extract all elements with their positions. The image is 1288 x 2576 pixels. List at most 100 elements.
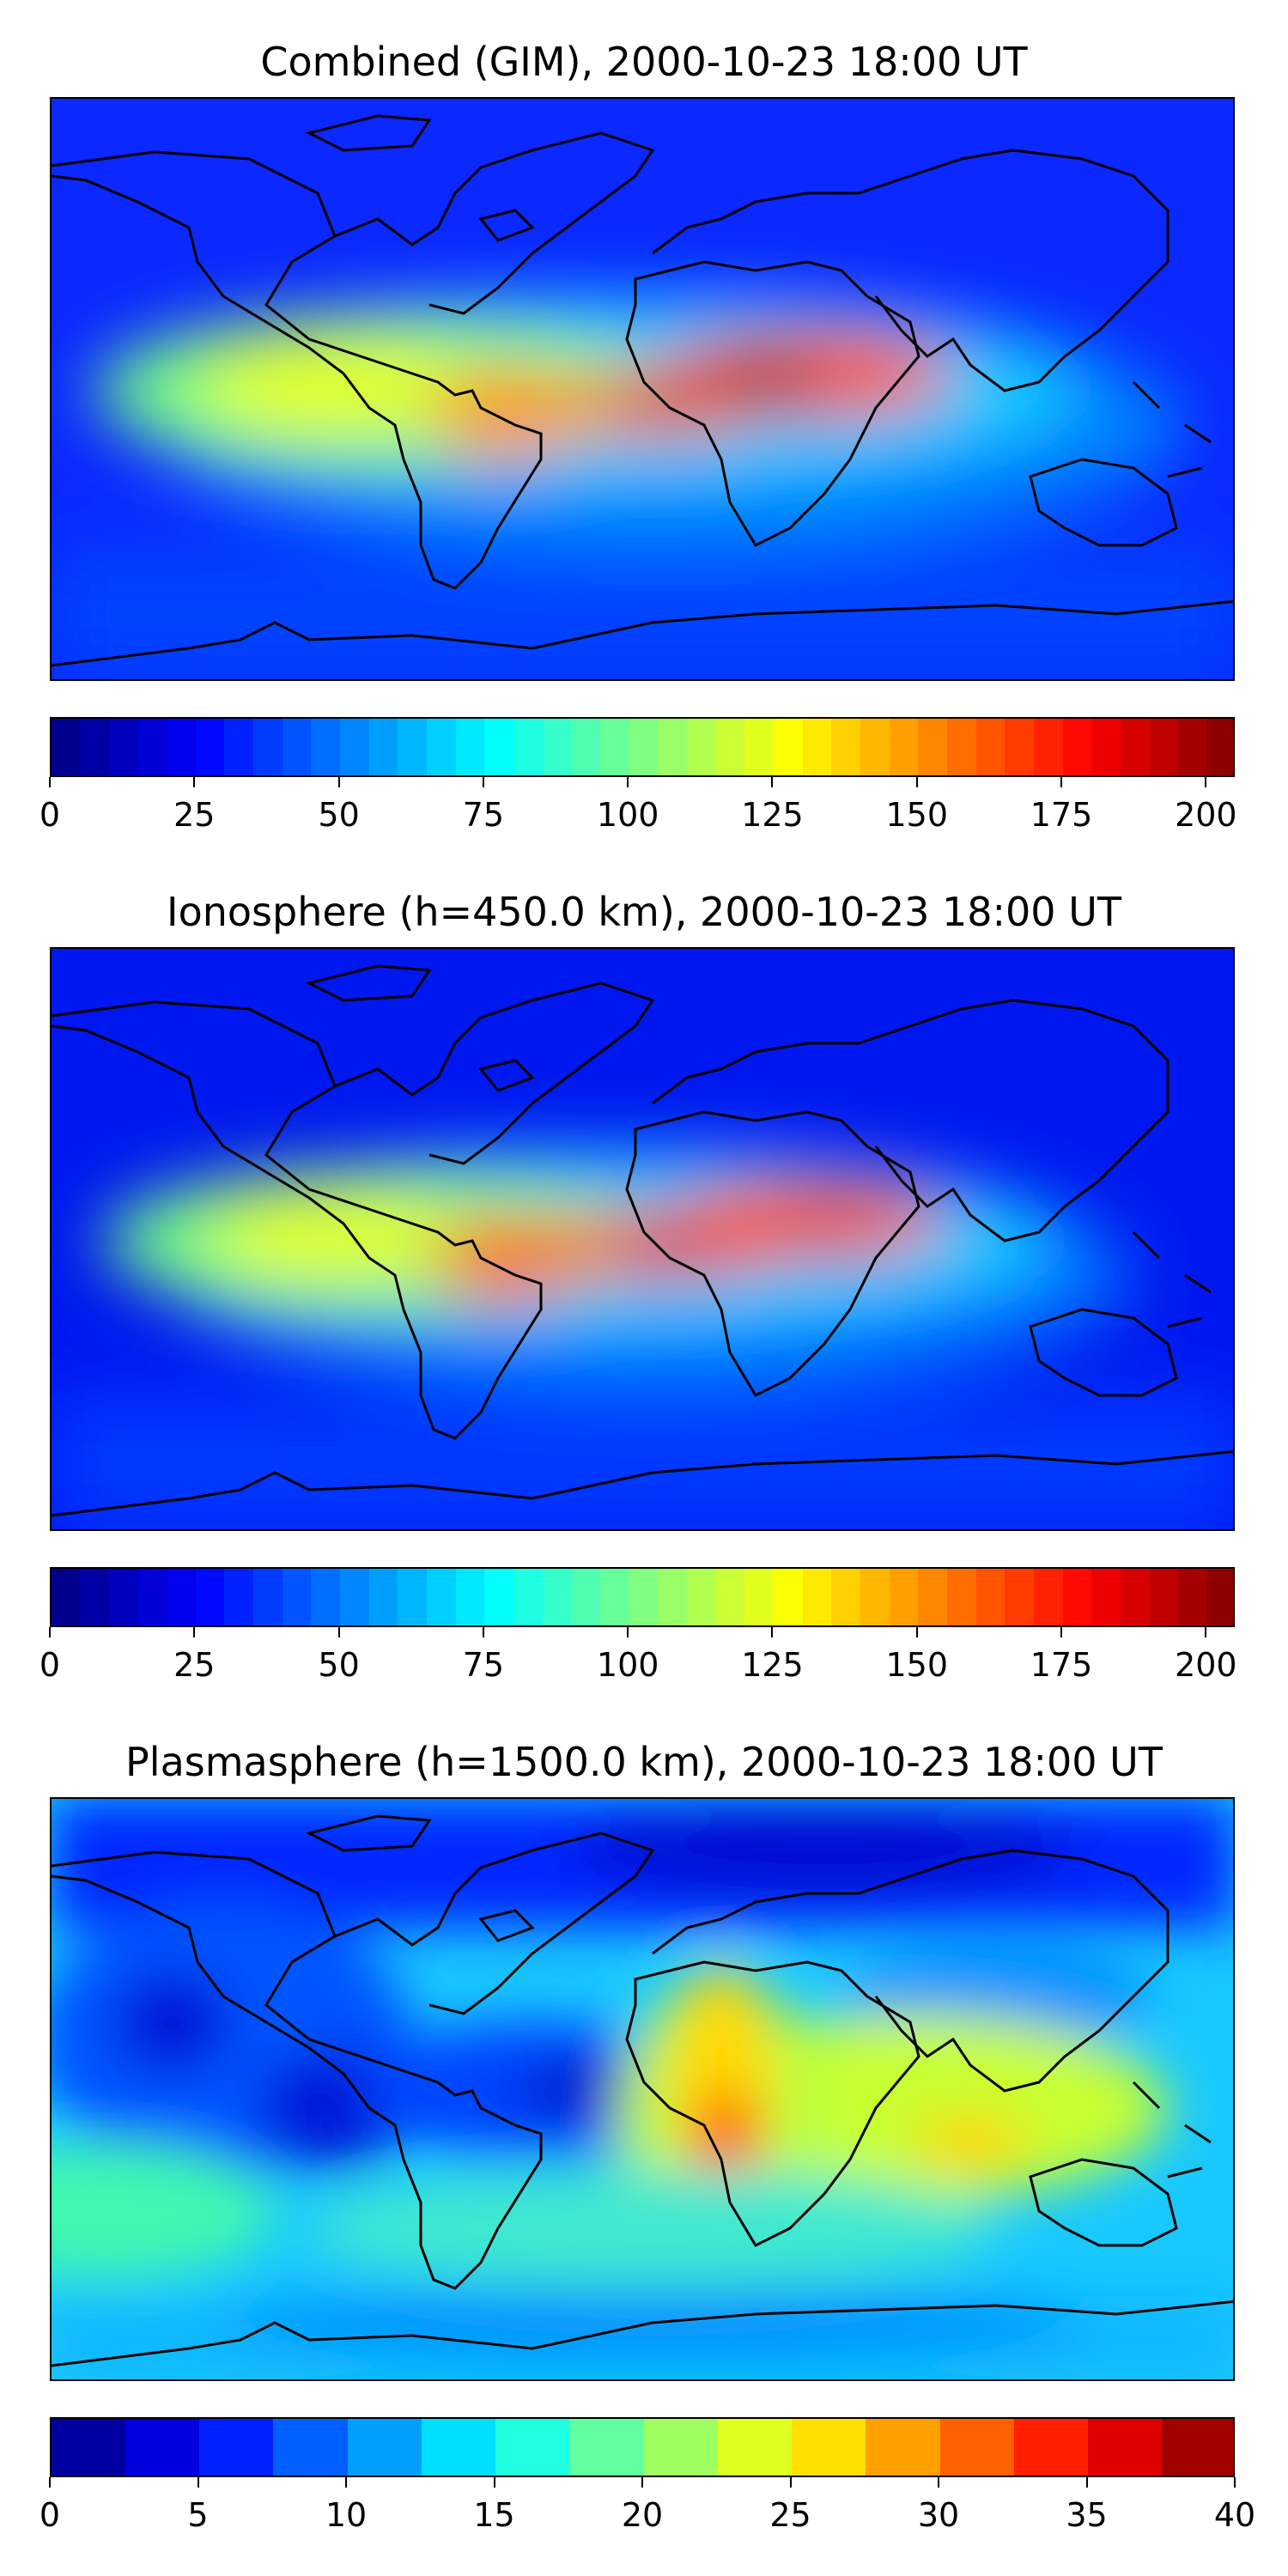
plasmasphere-colorbar-swatches xyxy=(52,2419,1233,2476)
combined-map-field xyxy=(52,99,1233,679)
colorbar-swatch xyxy=(658,719,688,775)
colorbar-swatch xyxy=(629,719,659,775)
ionosphere-colorbar xyxy=(50,1567,1235,1627)
colorbar-tick-label: 100 xyxy=(596,1646,659,1684)
colorbar-swatch xyxy=(311,1569,341,1625)
colorbar-swatch xyxy=(644,2419,719,2476)
colorbar-tick-label: 50 xyxy=(318,796,360,834)
colorbar-swatch xyxy=(600,1569,630,1625)
colorbar-swatch xyxy=(1088,2419,1163,2476)
colorbar-swatch xyxy=(1091,1569,1121,1625)
combined-colorbar-ticks: 0 25 50 75 100 125 150 175 200 xyxy=(39,777,1237,834)
colorbar-swatch xyxy=(1005,1569,1035,1625)
ionosphere-colorbar-ticks: 0 25 50 75 100 125 150 175 200 xyxy=(39,1627,1237,1684)
colorbar-swatch xyxy=(80,719,110,775)
colorbar-swatch xyxy=(947,1569,977,1625)
colorbar-swatch xyxy=(340,1569,370,1625)
colorbar-swatch xyxy=(484,1569,514,1625)
colorbar-swatch xyxy=(1207,719,1233,775)
colorbar-swatch xyxy=(976,1569,1005,1625)
colorbar-swatch xyxy=(1034,719,1064,775)
coastlines xyxy=(52,114,1233,667)
colorbar-tick-label: 15 xyxy=(473,2496,515,2534)
colorbar-swatch xyxy=(716,719,745,775)
colorbar-swatch xyxy=(976,719,1005,775)
colorbar-swatch xyxy=(137,1569,167,1625)
colorbar-swatch xyxy=(283,1569,312,1625)
colorbar-tick-mark xyxy=(1060,1627,1063,1637)
colorbar-tick-label: 200 xyxy=(1175,1646,1237,1684)
colorbar-swatch xyxy=(125,2419,200,2476)
colorbar-swatch xyxy=(1034,1569,1064,1625)
colorbar-tick-label: 0 xyxy=(39,2496,61,2534)
colorbar-swatch xyxy=(80,1569,110,1625)
colorbar-swatch xyxy=(513,1569,544,1625)
colorbar-tick-label: 0 xyxy=(39,796,61,834)
colorbar-swatch xyxy=(774,719,804,775)
colorbar-swatch xyxy=(947,719,977,775)
colorbar-tick-label: 200 xyxy=(1175,796,1237,834)
colorbar-swatch xyxy=(716,1569,745,1625)
colorbar-tick-label: 100 xyxy=(596,796,659,834)
colorbar-swatch xyxy=(866,2419,940,2476)
colorbar-tick-label: 75 xyxy=(462,796,505,834)
colorbar-swatch xyxy=(1207,1569,1233,1625)
colorbar-swatch xyxy=(398,1569,428,1625)
colorbar-swatch xyxy=(196,719,225,775)
coastlines xyxy=(52,964,1233,1517)
colorbar-swatch xyxy=(687,719,717,775)
colorbar-tick-label: 0 xyxy=(39,1646,61,1684)
colorbar-swatch xyxy=(918,1569,948,1625)
colorbar-swatch xyxy=(456,719,485,775)
colorbar-swatch xyxy=(456,1569,485,1625)
colorbar-tick-mark xyxy=(193,1627,196,1637)
colorbar-swatch xyxy=(348,2419,422,2476)
colorbar-swatch xyxy=(940,2419,1015,2476)
colorbar-swatch xyxy=(369,1569,398,1625)
colorbar-tick-label: 20 xyxy=(621,2496,664,2534)
colorbar-swatch xyxy=(803,719,832,775)
colorbar-swatch xyxy=(718,2419,793,2476)
colorbar-swatch xyxy=(890,719,919,775)
colorbar-tick-mark xyxy=(197,2477,199,2488)
colorbar-swatch xyxy=(860,1569,890,1625)
colorbar-swatch xyxy=(569,2419,644,2476)
colorbar-tick-mark xyxy=(193,777,196,787)
colorbar-tick-label: 35 xyxy=(1066,2496,1108,2534)
colorbar-swatch xyxy=(543,719,572,775)
colorbar-tick-label: 10 xyxy=(325,2496,368,2534)
colorbar-swatch xyxy=(571,719,601,775)
colorbar-swatch xyxy=(283,719,312,775)
panel-2-title: Ionosphere (h=450.0 km), 2000-10-23 18:0… xyxy=(167,889,1121,935)
colorbar-swatch xyxy=(422,2419,496,2476)
colorbar-swatch xyxy=(792,2419,866,2476)
colorbar-swatch xyxy=(109,1569,138,1625)
combined-colorbar xyxy=(50,717,1235,777)
colorbar-swatch xyxy=(109,719,138,775)
colorbar-swatch xyxy=(427,719,457,775)
colorbar-swatch xyxy=(484,719,514,775)
colorbar-tick-mark xyxy=(345,2477,347,2488)
colorbar-tick-mark xyxy=(337,1627,340,1637)
colorbar-tick-label: 5 xyxy=(187,2496,209,2534)
colorbar-tick-label: 25 xyxy=(173,1646,216,1684)
colorbar-tick-mark xyxy=(771,777,774,787)
colorbar-tick-mark xyxy=(49,1627,51,1637)
colorbar-tick-label: 175 xyxy=(1030,796,1093,834)
colorbar-swatch xyxy=(369,719,398,775)
colorbar-swatch xyxy=(52,719,81,775)
combined-gim-map xyxy=(50,97,1235,681)
panel-3-title: Plasmasphere (h=1500.0 km), 2000-10-23 1… xyxy=(125,1739,1163,1785)
colorbar-tick-mark xyxy=(482,777,484,787)
colorbar-swatch xyxy=(1014,2419,1089,2476)
colorbar-swatch xyxy=(495,2419,570,2476)
colorbar-tick-mark xyxy=(938,2477,939,2488)
colorbar-swatch xyxy=(513,719,544,775)
colorbar-swatch xyxy=(1063,719,1092,775)
colorbar-swatch xyxy=(831,1569,861,1625)
colorbar-swatch xyxy=(273,2419,348,2476)
colorbar-swatch xyxy=(744,719,775,775)
colorbar-tick-mark xyxy=(49,2477,51,2488)
colorbar-swatch xyxy=(253,1569,283,1625)
colorbar-swatch xyxy=(253,719,283,775)
